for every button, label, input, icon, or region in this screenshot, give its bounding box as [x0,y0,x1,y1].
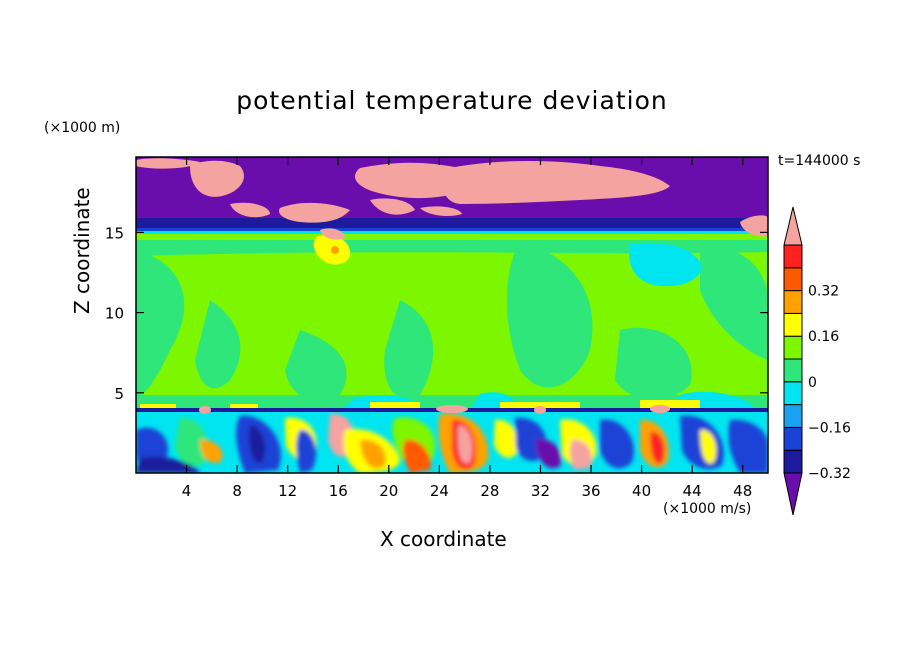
x-tick-label: 16 [329,482,348,500]
colorbar-box [783,449,803,474]
heatmap-field [136,157,768,473]
chart-title: potential temperature deviation [236,86,668,115]
x-tick-label: 4 [182,482,192,500]
colorbar-label: −0.32 [808,466,851,482]
x-tick-label: 8 [232,482,242,500]
x-tick-label: 48 [733,482,752,500]
colorbar-label: 0.16 [808,329,839,345]
z-axis: 5 10 15 [105,224,768,403]
x-tick-label: 28 [480,482,499,500]
x-tick-label: 32 [531,482,550,500]
colorbar-arrow-bottom [783,472,803,516]
x-tick-label: 12 [278,482,297,500]
colorbar-box [783,267,803,292]
x-tick-label: 40 [632,482,651,500]
field-inversion-bumps [199,405,670,414]
colorbar: 0.32 0.16 0 −0.16 −0.32 [783,206,851,516]
field-yellow-top [313,235,351,265]
plot-frame [135,156,769,474]
x-axis-unit: (×1000 m/s) [663,501,752,517]
colorbar-label: 0.32 [808,284,839,300]
colorbar-box [783,426,803,451]
z-tick-label: 10 [105,305,124,323]
colorbar-box [783,244,803,269]
colorbar-box [783,358,803,383]
x-tick-label: 20 [379,482,398,500]
x-axis: 4 8 12 16 20 24 28 32 36 40 44 48 [182,157,752,500]
field-mid-mottles [136,240,768,402]
field-cyan-patch [629,242,701,287]
colorbar-box [783,381,803,406]
colorbar-box [783,404,803,428]
z-tick-label: 15 [105,224,124,242]
x-tick-label: 24 [430,482,449,500]
x-tick-label: 44 [683,482,702,500]
colorbar-box [783,335,803,360]
field-lower-band [136,395,768,412]
colorbar-label: −0.16 [808,420,851,436]
x-tick-label: 36 [581,482,600,500]
field-bl-cells [136,413,768,473]
field-stratosphere [136,157,768,240]
colorbar-arrow-top [783,206,803,246]
colorbar-label: 0 [808,375,817,391]
colorbar-box [783,290,803,314]
x-axis-label: X coordinate [380,527,507,551]
colorbar-box [783,312,803,337]
z-tick-label: 5 [114,385,124,403]
z-axis-unit: (×1000 m) [44,120,121,136]
time-label: t=144000 s [778,153,861,169]
